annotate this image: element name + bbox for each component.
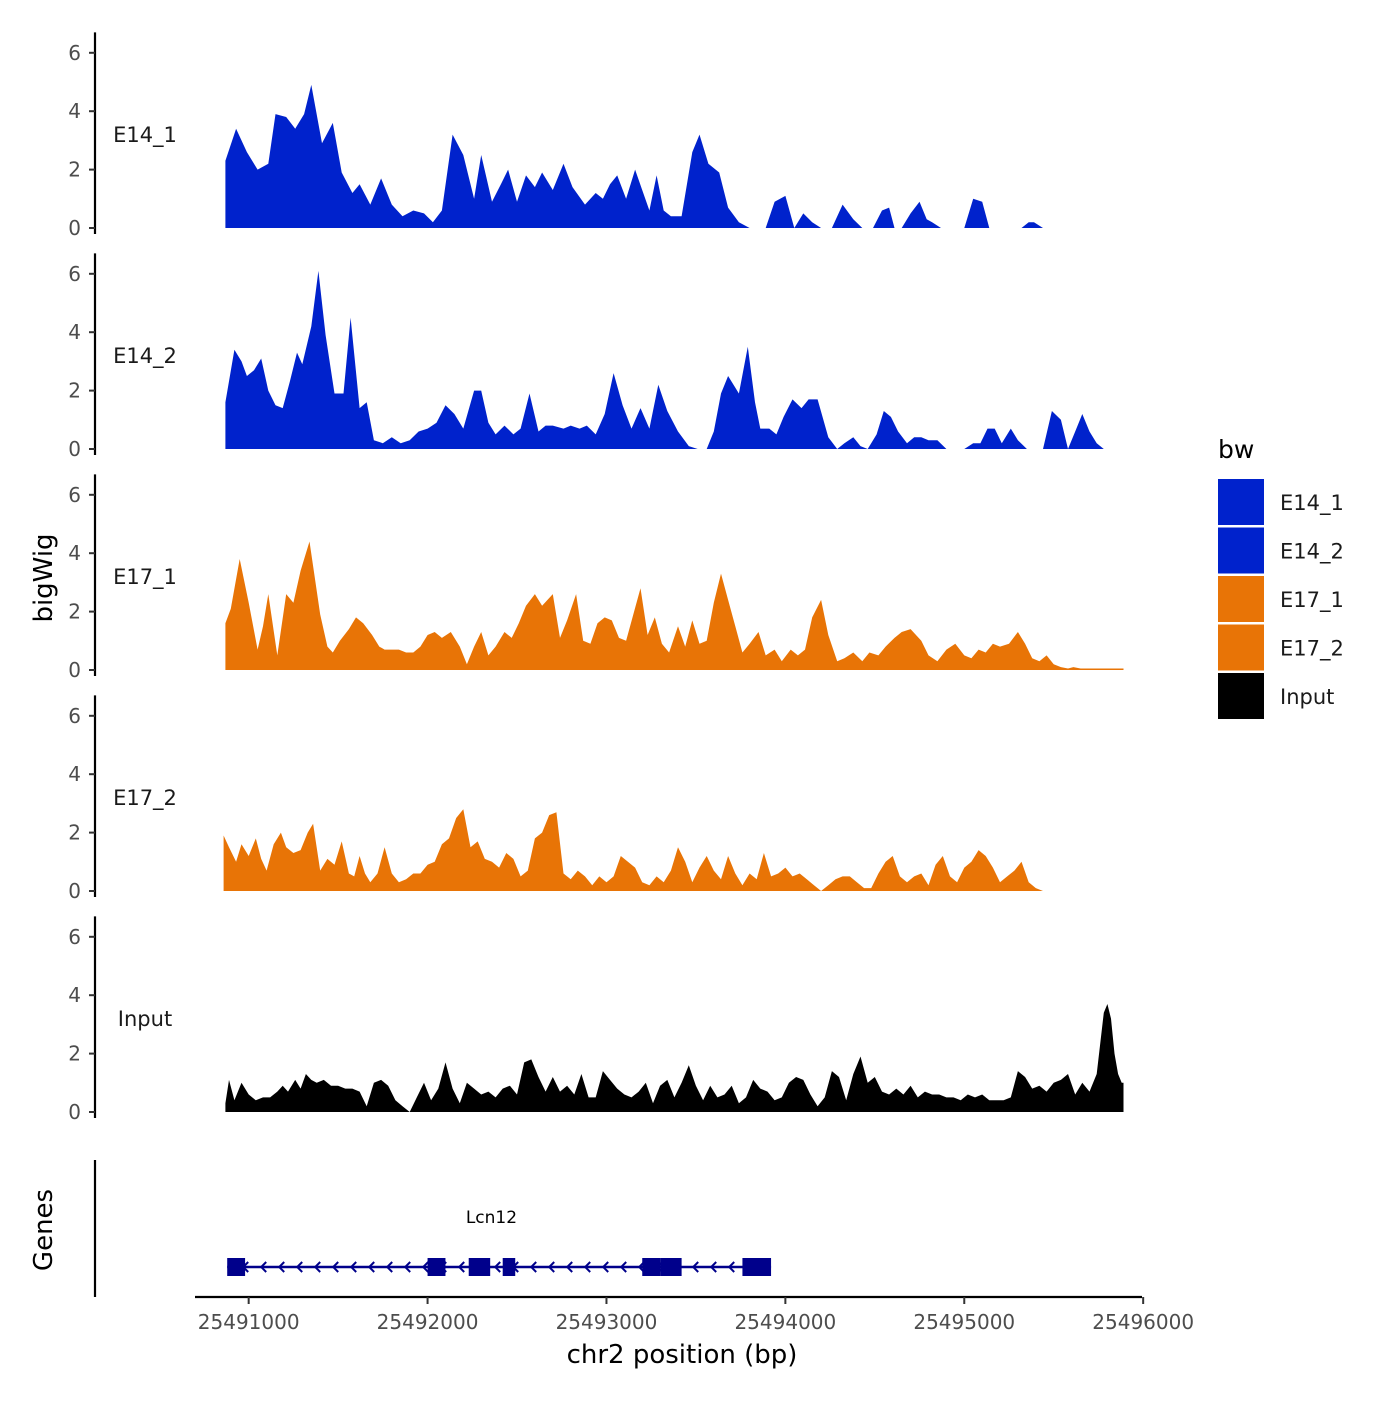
gene-exon (642, 1258, 661, 1276)
track-e14-2: 0 2 4 6 E14_2 (68, 253, 1124, 461)
strand-arrow (385, 1261, 393, 1273)
track-label: E17_2 (113, 786, 177, 811)
strand-arrow (709, 1261, 717, 1273)
track-e17-2: 0 2 4 6 E17_2 (68, 695, 1122, 903)
legend-label: E17_1 (1280, 588, 1344, 613)
strand-arrow (313, 1261, 321, 1273)
track-e14-1: 0 2 4 6 E14_1 (68, 32, 1119, 240)
x-tick-label: 25494000 (734, 1310, 836, 1334)
strand-arrow (565, 1261, 573, 1273)
area-input (225, 1004, 1124, 1112)
strand-arrow (493, 1261, 501, 1273)
x-tick-label: 25495000 (913, 1310, 1015, 1334)
tracks-layer: 0 2 4 6 E14_1 0 2 4 6 E14_2 0 2 4 6 E17_1 0 2 4 6 E17_2 0 2 4 6… (68, 32, 1124, 1124)
legend-item-e17-2: E17_2 (1218, 624, 1344, 671)
y-tick-label: 0 (68, 658, 81, 682)
legend-title: bw (1218, 435, 1254, 464)
y-tick-label: 4 (68, 320, 81, 344)
genes-axis-title: Genes (29, 1189, 59, 1271)
track-label: Input (118, 1007, 172, 1031)
strand-arrow (349, 1261, 357, 1273)
y-tick-label: 4 (68, 541, 81, 565)
legend-label: Input (1280, 685, 1334, 709)
gene-exon (468, 1258, 491, 1276)
legend-label: E14_2 (1280, 540, 1344, 565)
y-tick-label: 6 (68, 925, 81, 949)
legend-item-input: Input (1218, 673, 1334, 719)
x-axis-title: chr2 position (bp) (567, 1340, 798, 1370)
y-tick-label: 0 (68, 216, 81, 240)
y-tick-label: 2 (68, 158, 81, 182)
y-tick-label: 4 (68, 983, 81, 1007)
gene-label: Lcn12 (466, 1208, 517, 1228)
legend-swatch (1218, 673, 1264, 719)
gene-exon (227, 1258, 246, 1276)
y-tick-label: 0 (68, 879, 81, 903)
y-tick-label: 6 (68, 704, 81, 728)
legend-item-e17-1: E17_1 (1218, 576, 1344, 622)
track-e17-1: 0 2 4 6 E17_1 (68, 474, 1124, 682)
strand-arrow (421, 1261, 429, 1273)
y-axis-title: bigWig (29, 533, 59, 622)
strand-arrow (403, 1261, 411, 1273)
gene-exon (502, 1258, 516, 1276)
legend-swatch (1218, 527, 1264, 574)
legend-item-e14-2: E14_2 (1218, 527, 1344, 574)
gene-exon (427, 1258, 446, 1276)
x-tick-label: 25496000 (1092, 1310, 1194, 1334)
strand-arrow (277, 1261, 285, 1273)
x-tick-label: 25492000 (377, 1310, 479, 1334)
legend-swatch (1218, 624, 1264, 671)
gene-exon (742, 1258, 772, 1276)
strand-arrow (727, 1261, 735, 1273)
y-tick-label: 0 (68, 1100, 81, 1124)
strand-arrow (547, 1261, 555, 1273)
strand-arrow (529, 1261, 537, 1273)
strand-arrow (583, 1261, 591, 1273)
track-label: E14_2 (113, 344, 177, 369)
area-e17-1 (225, 541, 1124, 670)
track-label: E14_1 (113, 123, 177, 148)
y-tick-label: 6 (68, 41, 81, 65)
area-e17-2 (223, 809, 1122, 891)
genes-panel: Lcn12 (93, 1160, 772, 1297)
y-tick-label: 6 (68, 262, 81, 286)
legend-item-e14-1: E14_1 (1218, 479, 1344, 525)
strand-arrow (691, 1261, 699, 1273)
y-tick-label: 0 (68, 437, 81, 461)
strand-arrow (259, 1261, 267, 1273)
gene-lcn12: Lcn12 (227, 1208, 772, 1276)
legend-swatch (1218, 479, 1264, 525)
x-axis: 25491000 25492000 25493000 25494000 25495000… (195, 1295, 1194, 1334)
y-tick-label: 2 (68, 600, 81, 624)
y-tick-label: 4 (68, 762, 81, 786)
strand-arrow (619, 1261, 627, 1273)
strand-arrow (601, 1261, 609, 1273)
legend-label: E17_2 (1280, 637, 1344, 662)
x-tick-label: 25491000 (198, 1310, 300, 1334)
y-tick-label: 4 (68, 99, 81, 123)
legend: bw E14_1 E14_2 E17_1 E17_2 Input (1218, 435, 1344, 719)
legend-label: E14_1 (1280, 491, 1344, 516)
x-tick-label: 25493000 (556, 1310, 658, 1334)
track-input: 0 2 4 6 Input (68, 916, 1124, 1124)
y-tick-label: 2 (68, 821, 81, 845)
area-e14-2 (225, 270, 1124, 449)
y-tick-label: 6 (68, 483, 81, 507)
strand-arrow (367, 1261, 375, 1273)
y-tick-label: 2 (68, 379, 81, 403)
strand-arrow (457, 1261, 465, 1273)
strand-arrow (295, 1261, 303, 1273)
legend-swatch (1218, 576, 1264, 622)
area-e14-1 (225, 84, 1119, 229)
strand-arrow (331, 1261, 339, 1273)
gene-exon (660, 1258, 682, 1276)
track-label: E17_1 (113, 565, 177, 590)
y-tick-label: 2 (68, 1042, 81, 1066)
